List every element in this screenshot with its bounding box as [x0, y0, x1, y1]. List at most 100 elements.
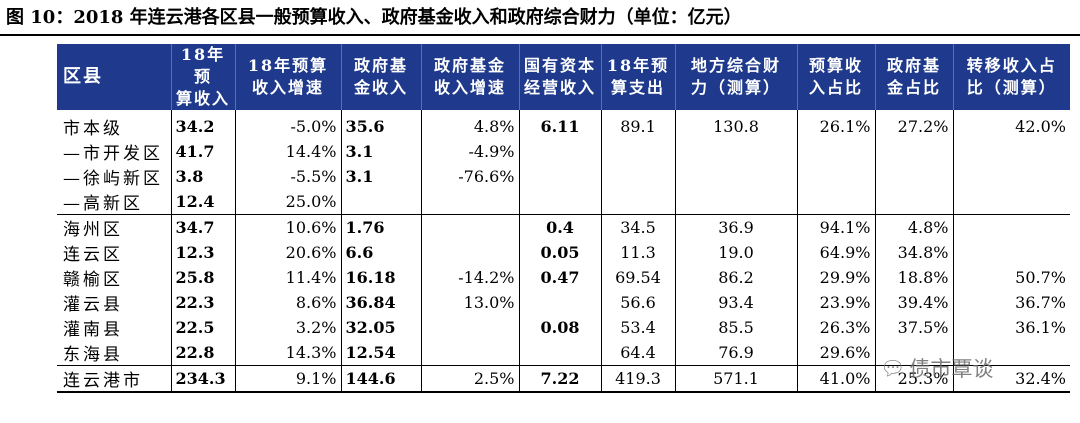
value-cell: 89.1 [600, 110, 675, 139]
column-header: 预算收 入占比 [796, 44, 875, 110]
value-cell: 13.0% [420, 290, 519, 315]
column-header-line: 转移收入占 [966, 56, 1057, 75]
table-row: 灌云县 22.3 8.6% 36.84 13.0% 56.6 93.4 23.9% 39.4% 3… [57, 290, 1070, 315]
value-cell [952, 340, 1070, 366]
value-cell: 3.1 [340, 139, 421, 164]
value-cell: 14.4% [234, 139, 341, 164]
value-cell [674, 189, 797, 215]
value-cell: 32.05 [340, 315, 421, 340]
column-header: 18年预 算收入 [170, 44, 235, 110]
value-cell: 29.6% [796, 340, 875, 366]
value-cell [952, 164, 1070, 189]
value-cell: 14.3% [234, 340, 341, 366]
value-cell: 32.4% [952, 365, 1070, 393]
value-cell: 10.6% [234, 214, 341, 240]
value-cell: 6.11 [518, 110, 601, 139]
column-header: 政府基金 收入增速 [420, 44, 519, 110]
column-header: 转移收入占比（测算） [952, 44, 1070, 110]
column-header-line: 金收入 [353, 78, 408, 97]
value-cell [674, 164, 797, 189]
value-cell: 144.6 [340, 365, 421, 393]
value-cell: 34.7 [170, 214, 235, 240]
table-row: 东海县 22.8 14.3% 12.54 64.4 76.9 29.6% [57, 340, 1070, 366]
table-row: —市开发区 41.7 14.4% 3.1 -4.9% [57, 139, 1070, 164]
table-row: —高新区 12.4 25.0% [57, 189, 1070, 215]
value-cell: 12.4 [170, 189, 235, 215]
value-cell: 0.05 [518, 240, 601, 265]
value-cell: 3.1 [340, 164, 421, 189]
value-cell [518, 139, 601, 164]
value-cell: 1.76 [340, 214, 421, 240]
value-cell: 34.8% [874, 240, 953, 265]
value-cell: 26.1% [796, 110, 875, 139]
value-cell: 11.3 [600, 240, 675, 265]
value-cell: 26.3% [796, 315, 875, 340]
value-cell [952, 214, 1070, 240]
value-cell: 16.18 [340, 265, 421, 290]
value-cell [340, 189, 421, 215]
column-header: 区县 [57, 44, 171, 110]
value-cell: 25.3% [874, 365, 953, 393]
value-cell [420, 240, 519, 265]
column-header-line: 政府基 [353, 56, 408, 75]
table-row: 连云区 12.3 20.6% 6.6 0.05 11.3 19.0 64.9% 34.8% [57, 240, 1070, 265]
value-cell: 36.1% [952, 315, 1070, 340]
value-cell: 234.3 [170, 365, 235, 393]
region-name-cell: —市开发区 [63, 144, 163, 164]
value-cell: 7.22 [518, 365, 601, 393]
value-cell [600, 189, 675, 215]
value-cell [952, 139, 1070, 164]
value-cell: 93.4 [674, 290, 797, 315]
watermark-text: 债市覃谈 [909, 357, 994, 381]
region-name-cell: 连云港市 [57, 365, 171, 393]
value-cell [674, 139, 797, 164]
watermark: 💬︎ 债市覃谈 [880, 354, 993, 382]
value-cell: 53.4 [600, 315, 675, 340]
value-cell: 22.3 [170, 290, 235, 315]
value-cell: 19.0 [674, 240, 797, 265]
region-name-cell: —高新区 [63, 194, 143, 214]
value-cell: 0.47 [518, 265, 601, 290]
region-name-cell: 连云区 [63, 245, 123, 265]
value-cell: 3.2% [234, 315, 341, 340]
column-header-line: 预算收 [808, 56, 863, 75]
value-cell: -5.5% [234, 164, 341, 189]
value-cell: 25.0% [234, 189, 341, 215]
value-cell: 0.08 [518, 315, 601, 340]
value-cell: 85.5 [674, 315, 797, 340]
value-cell: 76.9 [674, 340, 797, 366]
column-header-line: 力（测算） [690, 78, 781, 97]
value-cell: 4.8% [874, 214, 953, 240]
value-cell: 11.4% [234, 265, 341, 290]
column-header-line: 收入增速 [251, 78, 324, 97]
value-cell [796, 139, 875, 164]
value-cell: 18.8% [874, 265, 953, 290]
value-cell: 3.8 [170, 164, 235, 189]
header-row: 区县 18年预 算收入 18年预算 收入增速 政府基 金收入 政府基金 收入增速 国有资本 经营收入… [57, 44, 1070, 110]
value-cell [874, 139, 953, 164]
value-cell [420, 189, 519, 215]
value-cell: 27.2% [874, 110, 953, 139]
column-header-line: 算支出 [610, 78, 665, 97]
value-cell: 419.3 [600, 365, 675, 393]
column-header-line: 区县 [63, 66, 103, 87]
value-cell: -4.9% [420, 139, 519, 164]
value-cell: 130.8 [674, 110, 797, 139]
value-cell: 25.8 [170, 265, 235, 290]
region-name-cell: 灌云县 [63, 295, 123, 315]
column-header-line: 18年预算 [247, 56, 329, 75]
value-cell: 56.6 [600, 290, 675, 315]
value-cell [874, 340, 953, 366]
value-cell [518, 290, 601, 315]
table-body: 市本级 34.2 -5.0% 35.6 4.8% 6.11 89.1 130.8 26.1% 27… [57, 110, 1070, 393]
value-cell [518, 189, 601, 215]
region-name-cell: 灌南县 [63, 320, 123, 340]
value-cell: 29.9% [796, 265, 875, 290]
value-cell [420, 315, 519, 340]
value-cell: 8.6% [234, 290, 341, 315]
value-cell [518, 340, 601, 366]
value-cell: 4.8% [420, 110, 519, 139]
column-header-line: 金占比 [886, 78, 941, 97]
value-cell [874, 189, 953, 215]
column-header-line: 比（测算） [966, 78, 1057, 97]
